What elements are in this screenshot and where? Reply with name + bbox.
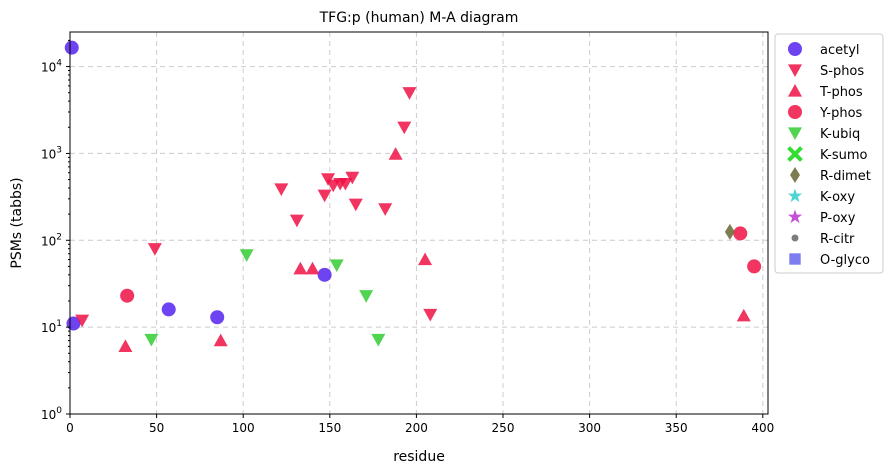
legend-label: O-glyco	[820, 253, 870, 268]
legend-marker	[787, 188, 803, 203]
legend-item-k-sumo: K-sumo	[787, 146, 868, 163]
legend-label: acetyl	[820, 43, 860, 58]
data-point-acetyl	[317, 267, 332, 282]
x-tick-label: 250	[492, 421, 515, 435]
x-tick-label: 0	[66, 421, 74, 435]
points-layer	[64, 40, 762, 353]
legend-marker	[788, 105, 802, 119]
legend-marker	[790, 167, 800, 183]
x-axis-ticks: 0 50 100 150 200 250 300 350 400	[66, 414, 774, 435]
legend-item-o-glyco: O-glyco	[789, 253, 870, 268]
data-point-y-phos	[733, 226, 748, 241]
legend-label: S-phos	[820, 64, 864, 79]
data-point-s-phos	[378, 203, 393, 216]
y-tick-label: 101	[41, 319, 62, 335]
x-tick-label: 50	[149, 421, 164, 435]
data-point-s-phos	[348, 198, 363, 212]
legend-label: R-citr	[820, 232, 855, 247]
data-point-y-phos	[747, 259, 762, 274]
data-point-k-ubiq	[239, 249, 254, 262]
data-point-s-phos	[289, 214, 304, 228]
y-tick-label: 102	[41, 232, 62, 248]
data-point-k-ubiq	[144, 333, 159, 347]
legend-label: T-phos	[819, 85, 863, 100]
data-point-t-phos	[418, 252, 433, 266]
legend-box	[774, 33, 884, 274]
data-point-s-phos	[75, 314, 90, 328]
y-axis-ticks: 100 101 102 103 104	[41, 39, 70, 422]
data-point-s-phos	[397, 121, 412, 135]
legend-label: K-oxy	[820, 190, 855, 205]
grid-layer	[70, 32, 768, 414]
data-point-s-phos	[274, 183, 289, 196]
legend-item-s-phos: S-phos	[788, 64, 864, 79]
data-point-s-phos	[423, 308, 438, 322]
legend-marker	[788, 64, 802, 77]
legend: acetyl S-phos T-phos Y-phos K-ubiq K-sumo R-di…	[774, 33, 884, 274]
legend-marker	[789, 253, 801, 265]
data-point-t-phos	[736, 308, 751, 322]
legend-item-t-phos: T-phos	[788, 84, 863, 100]
data-point-r-dimet	[724, 223, 735, 240]
data-point-s-phos	[147, 243, 162, 256]
legend-marker	[787, 209, 803, 224]
legend-item-r-citr: R-citr	[791, 232, 855, 247]
x-tick-label: 400	[751, 421, 774, 435]
data-point-acetyl	[64, 40, 79, 55]
data-point-s-phos	[321, 173, 336, 186]
legend-marker	[788, 42, 802, 56]
data-point-t-phos	[213, 333, 228, 347]
x-tick-label: 150	[318, 421, 341, 435]
data-point-k-ubiq	[359, 290, 374, 303]
data-point-k-ubiq	[371, 333, 386, 347]
legend-marker	[788, 84, 802, 97]
legend-item-p-oxy: P-oxy	[787, 209, 856, 226]
legend-label: K-sumo	[820, 148, 868, 163]
x-tick-label: 200	[405, 421, 428, 435]
data-point-k-ubiq	[329, 259, 344, 272]
legend-item-acetyl: acetyl	[788, 42, 860, 58]
x-axis-label: residue	[393, 449, 445, 465]
data-point-acetyl	[210, 310, 225, 325]
data-point-t-phos	[293, 261, 308, 275]
data-point-acetyl	[161, 302, 176, 317]
chart-title: TFG:p (human) M-A diagram	[319, 10, 519, 26]
x-tick-label: 100	[232, 421, 255, 435]
plot-frame	[69, 31, 769, 415]
y-tick-label: 104	[41, 59, 62, 75]
legend-marker	[791, 234, 799, 242]
x-tick-label: 350	[665, 421, 688, 435]
data-point-s-phos	[402, 87, 417, 100]
x-tick-label: 300	[578, 421, 601, 435]
legend-label: K-ubiq	[820, 127, 860, 142]
legend-item-r-dimet: R-dimet	[790, 167, 871, 184]
y-tick-label: 103	[41, 145, 62, 161]
legend-label: Y-phos	[819, 106, 863, 121]
legend-label: R-dimet	[820, 169, 871, 184]
legend-marker	[787, 146, 803, 162]
legend-item-k-oxy: K-oxy	[787, 188, 855, 205]
y-axis-label: PSMs (tabbs)	[9, 177, 25, 268]
data-point-t-phos	[118, 339, 133, 353]
legend-item-k-ubiq: K-ubiq	[788, 127, 860, 142]
legend-marker	[788, 127, 802, 140]
data-point-s-phos	[317, 189, 332, 203]
data-point-s-phos	[345, 171, 360, 185]
legend-label: P-oxy	[820, 211, 856, 226]
data-point-s-phos	[338, 177, 353, 191]
data-point-y-phos	[120, 288, 135, 303]
data-point-t-phos	[388, 147, 403, 160]
data-point-t-phos	[305, 261, 320, 275]
y-tick-label: 100	[41, 406, 62, 422]
legend-item-y-phos: Y-phos	[788, 105, 863, 121]
